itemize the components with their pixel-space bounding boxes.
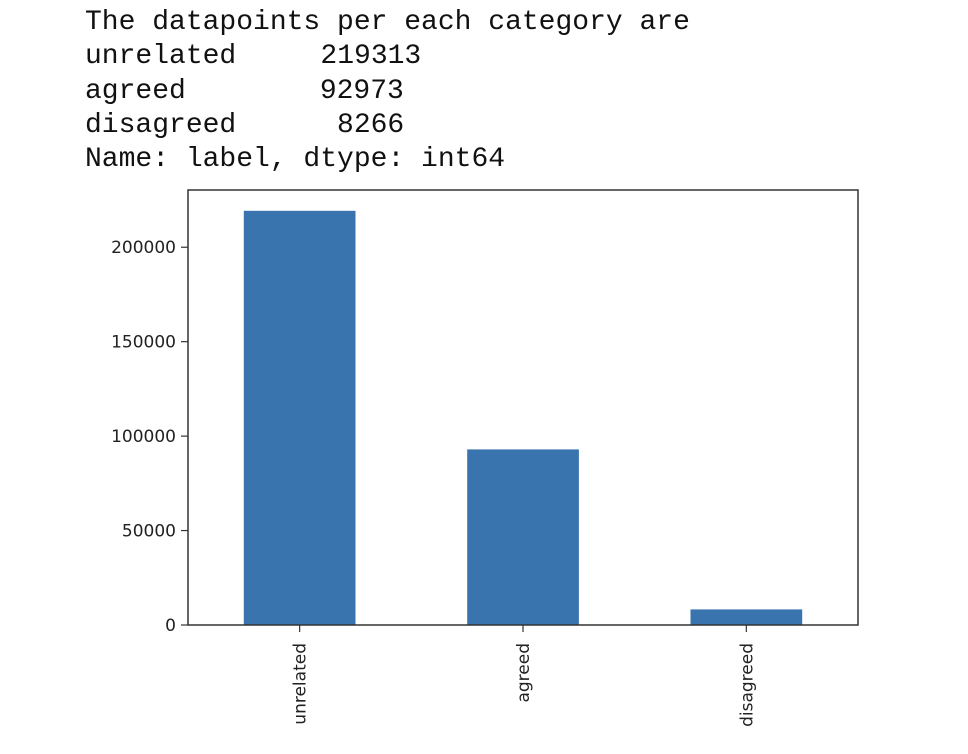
- output-row: disagreed 8266: [85, 109, 690, 143]
- output-row-label: unrelated: [85, 41, 237, 73]
- output-row: agreed 92973: [85, 75, 690, 109]
- x-axis: unrelated agreed disagreed: [291, 625, 757, 727]
- x-tick-label-unrelated: unrelated: [291, 643, 311, 725]
- output-row-label: agreed: [85, 75, 186, 107]
- output-header: The datapoints per each category are: [85, 7, 690, 38]
- x-tick-label-disagreed: disagreed: [737, 643, 757, 727]
- output-row-label: disagreed: [85, 109, 237, 141]
- x-tick-label-agreed: agreed: [514, 643, 534, 703]
- output-row-value: 8266: [337, 109, 405, 141]
- output-row-value: 92973: [319, 75, 404, 107]
- y-axis: 0 50000 100000 150000 200000: [111, 238, 188, 636]
- cell-output-text: The datapoints per each category are unr…: [85, 6, 690, 177]
- y-tick-label: 0: [165, 616, 176, 636]
- bar-unrelated: [243, 210, 356, 626]
- y-tick-label: 200000: [111, 238, 176, 258]
- y-tick-label: 100000: [111, 427, 176, 447]
- bar-disagreed: [690, 609, 803, 625]
- output-row-value: 219313: [320, 41, 422, 73]
- bar-agreed: [467, 449, 579, 625]
- y-tick-label: 150000: [111, 333, 176, 353]
- y-tick-label: 50000: [122, 522, 176, 542]
- output-row: unrelated 219313: [85, 40, 690, 74]
- chart-bars: [243, 210, 803, 626]
- output-footer: Name: label, dtype: int64: [85, 144, 506, 176]
